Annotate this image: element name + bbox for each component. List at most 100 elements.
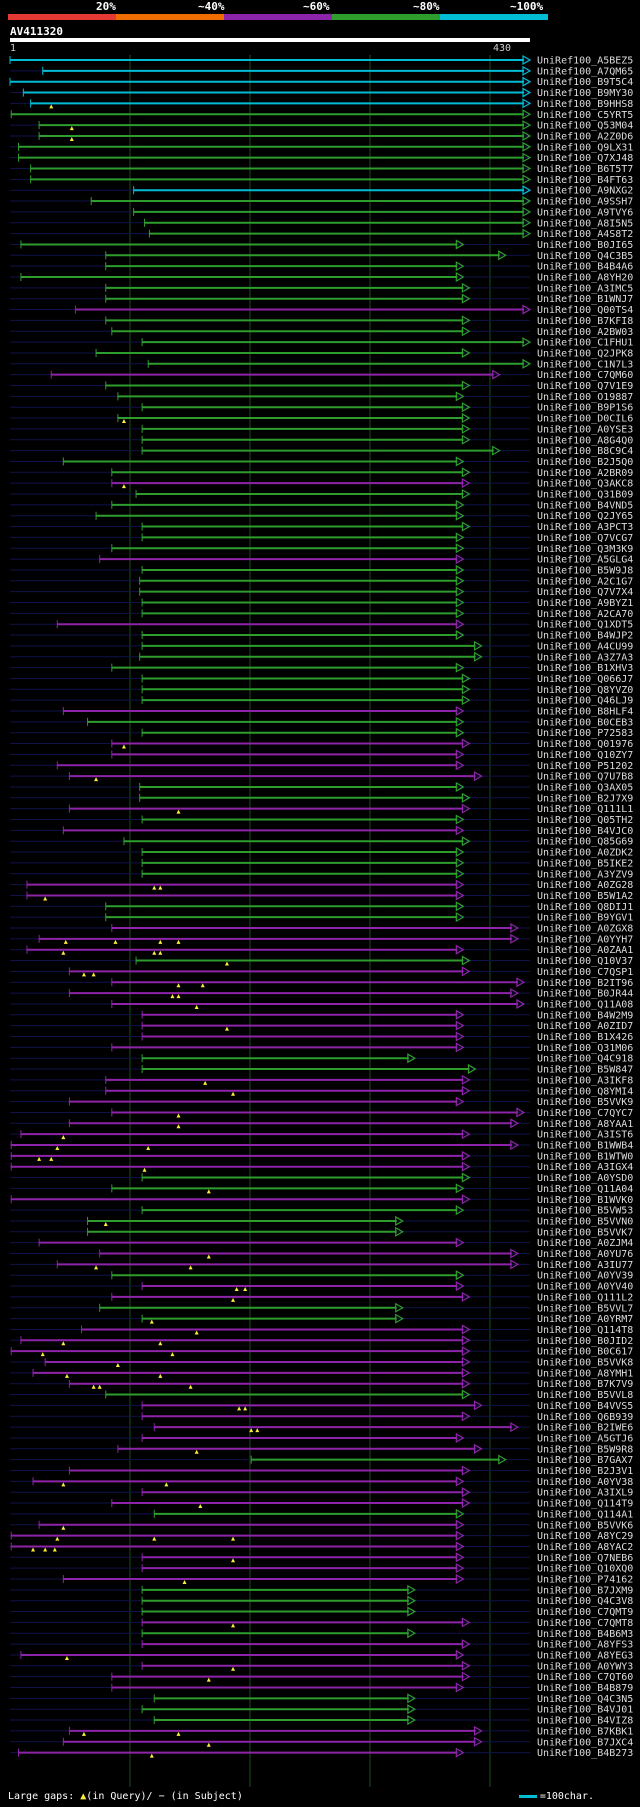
hit-label[interactable]: UniRef100_A8YEG3	[537, 1650, 633, 1661]
hit-row[interactable]: UniRef100_Q4C3B5	[10, 250, 633, 262]
hit-row[interactable]: UniRef100_A9BYZ1	[10, 597, 633, 609]
hit-label[interactable]: UniRef100_A0YRM7	[537, 1314, 633, 1325]
hit-row[interactable]: UniRef100_A4S8T2	[10, 228, 633, 240]
hit-label[interactable]: UniRef100_A4S8T2	[537, 229, 633, 240]
hit-label[interactable]: UniRef100_P72583	[537, 728, 633, 739]
hit-label[interactable]: UniRef100_B9MY30	[537, 88, 633, 99]
hit-row[interactable]: UniRef100_B7KFI8	[10, 315, 633, 327]
hit-label[interactable]: UniRef100_B2IT96	[537, 978, 633, 989]
hit-row[interactable]: UniRef100_A8YEG3	[10, 1649, 633, 1661]
hit-label[interactable]: UniRef100_Q111L1	[537, 804, 633, 815]
hit-row[interactable]: UniRef100_Q8DIJ1	[10, 901, 633, 913]
hit-label[interactable]: UniRef100_A2BW03	[537, 327, 633, 338]
hit-label[interactable]: UniRef100_A0YWY3	[537, 1661, 633, 1672]
hit-row[interactable]: UniRef100_Q7V7X4	[10, 586, 633, 598]
hit-label[interactable]: UniRef100_Q9LX31	[537, 142, 633, 153]
hit-row[interactable]: UniRef100_A5GLG4	[10, 554, 633, 566]
hit-label[interactable]: UniRef100_B7JXM9	[537, 1585, 633, 1596]
hit-label[interactable]: UniRef100_B5W1A2	[537, 891, 633, 902]
hit-row[interactable]: UniRef100_A3IST6	[10, 1129, 633, 1141]
hit-row[interactable]: UniRef100_A8YAC2	[10, 1541, 633, 1553]
hit-row[interactable]: UniRef100_B9HHS8	[10, 98, 633, 110]
hit-row[interactable]: UniRef100_A0YV38	[10, 1476, 633, 1488]
hit-row[interactable]: UniRef100_A3IXL9	[10, 1487, 633, 1499]
hit-label[interactable]: UniRef100_B4B4A6	[537, 262, 633, 273]
hit-row[interactable]: UniRef100_B9T5C4	[9, 76, 633, 88]
hit-row[interactable]: UniRef100_B5VW53	[10, 1205, 633, 1217]
hit-row[interactable]: UniRef100_A0YV40	[10, 1281, 633, 1293]
hit-row[interactable]: UniRef100_B5W9J8	[10, 564, 633, 576]
hit-label[interactable]: UniRef100_Q4C3N5	[537, 1694, 633, 1705]
hit-label[interactable]: UniRef100_O19887	[537, 392, 633, 403]
hit-row[interactable]: UniRef100_A0ZDK2	[10, 847, 633, 859]
hit-row[interactable]: UniRef100_Q4C918	[10, 1053, 633, 1065]
hit-row[interactable]: UniRef100_B0CEB3	[10, 716, 633, 728]
hit-row[interactable]: UniRef100_A4CU99	[10, 640, 633, 652]
hit-label[interactable]: UniRef100_A5GTJ6	[537, 1433, 633, 1444]
hit-label[interactable]: UniRef100_Q7VCG7	[537, 533, 633, 544]
hit-row[interactable]: UniRef100_B1WTW0	[10, 1150, 633, 1162]
hit-row[interactable]: UniRef100_Q4C3V8	[10, 1595, 633, 1607]
hit-row[interactable]: UniRef100_B5W847	[10, 1064, 633, 1076]
hit-row[interactable]: UniRef100_A9NXG2	[10, 185, 633, 197]
hit-row[interactable]: UniRef100_C7QMT8	[10, 1617, 633, 1629]
hit-row[interactable]: UniRef100_A2C1G7	[10, 575, 633, 587]
hit-label[interactable]: UniRef100_B5VVK9	[537, 1097, 633, 1108]
hit-row[interactable]: UniRef100_Q8YMI4	[10, 1085, 633, 1097]
hit-row[interactable]: UniRef100_Q53M04	[10, 120, 633, 132]
hit-row[interactable]: UniRef100_B8HLF4	[10, 705, 633, 718]
hit-row[interactable]: UniRef100_A7QM65	[10, 65, 633, 77]
hit-label[interactable]: UniRef100_B5W9J8	[537, 565, 633, 576]
hit-label[interactable]: UniRef100_B1WTW0	[537, 1151, 633, 1162]
hit-row[interactable]: UniRef100_Q7XJ48	[10, 152, 633, 164]
hit-row[interactable]: UniRef100_B9P1S6	[10, 402, 633, 414]
hit-label[interactable]: UniRef100_Q7U7B8	[537, 772, 633, 783]
hit-row[interactable]: UniRef100_B5VVN0	[10, 1215, 633, 1227]
hit-row[interactable]: UniRef100_B1WVK0	[10, 1194, 633, 1206]
hit-row[interactable]: UniRef100_Q6B939	[10, 1411, 633, 1423]
hit-row[interactable]: UniRef100_Q8YVZ0	[10, 684, 633, 696]
hit-label[interactable]: UniRef100_A8YH20	[537, 273, 633, 284]
hit-label[interactable]: UniRef100_A0YSE3	[537, 424, 633, 435]
hit-row[interactable]: UniRef100_B7K7V9	[10, 1378, 633, 1390]
hit-row[interactable]: UniRef100_B7JXM9	[10, 1584, 633, 1596]
hit-row[interactable]: UniRef100_B4VJ01	[10, 1704, 633, 1716]
hit-row[interactable]: UniRef100_B8C9C4	[10, 445, 633, 457]
hit-label[interactable]: UniRef100_C1FHU1	[537, 338, 633, 349]
hit-label[interactable]: UniRef100_B0CEB3	[537, 717, 633, 728]
hit-label[interactable]: UniRef100_A7QM65	[537, 66, 633, 77]
hit-row[interactable]: UniRef100_A0YV39	[10, 1270, 633, 1282]
hit-row[interactable]: UniRef100_A0YSE3	[10, 423, 633, 435]
hit-label[interactable]: UniRef100_B2J5Q0	[537, 457, 633, 468]
hit-row[interactable]: UniRef100_B5VVL7	[10, 1302, 633, 1314]
hit-label[interactable]: UniRef100_A0ZGX8	[537, 924, 633, 935]
hit-label[interactable]: UniRef100_Q8YVZ0	[537, 685, 633, 696]
hit-label[interactable]: UniRef100_B9YGV1	[537, 913, 633, 924]
hit-label[interactable]: UniRef100_P51202	[537, 761, 633, 772]
hit-label[interactable]: UniRef100_A5BEZ5	[537, 56, 633, 67]
hit-row[interactable]: UniRef100_Q7NEB6	[10, 1552, 633, 1564]
hit-label[interactable]: UniRef100_A3PCT3	[537, 522, 633, 533]
hit-label[interactable]: UniRef100_A0YV38	[537, 1477, 633, 1488]
hit-row[interactable]: UniRef100_B5VVK7	[10, 1226, 633, 1238]
hit-row[interactable]: UniRef100_Q2JPK8	[10, 347, 633, 359]
hit-row[interactable]: UniRef100_Q31M06	[10, 1042, 633, 1054]
hit-label[interactable]: UniRef100_Q3M3K9	[537, 544, 633, 555]
hit-label[interactable]: UniRef100_B7K7V9	[537, 1379, 633, 1390]
hit-row[interactable]: UniRef100_Q9LX31	[10, 141, 633, 153]
hit-label[interactable]: UniRef100_B1WNJ7	[537, 294, 633, 305]
hit-row[interactable]: UniRef100_C1N7L3	[10, 358, 633, 370]
hit-row[interactable]: UniRef100_B5VVL8	[10, 1389, 633, 1401]
hit-label[interactable]: UniRef100_Q7V1E9	[537, 381, 633, 392]
hit-label[interactable]: UniRef100_B2IWE6	[537, 1423, 633, 1434]
hit-label[interactable]: UniRef100_B1X426	[537, 1032, 633, 1043]
hit-label[interactable]: UniRef100_Q2JPK8	[537, 348, 633, 359]
hit-label[interactable]: UniRef100_B7KFI8	[537, 316, 633, 327]
hit-row[interactable]: UniRef100_B7KBK1	[10, 1725, 633, 1737]
hit-label[interactable]: UniRef100_D0CIL6	[537, 414, 633, 425]
hit-label[interactable]: UniRef100_B4FT63	[537, 175, 633, 186]
hit-label[interactable]: UniRef100_B4W2M9	[537, 1010, 633, 1021]
hit-row[interactable]: UniRef100_B9MY30	[10, 87, 633, 99]
hit-label[interactable]: UniRef100_A2CA70	[537, 609, 633, 620]
hit-label[interactable]: UniRef100_B0C617	[537, 1347, 633, 1358]
